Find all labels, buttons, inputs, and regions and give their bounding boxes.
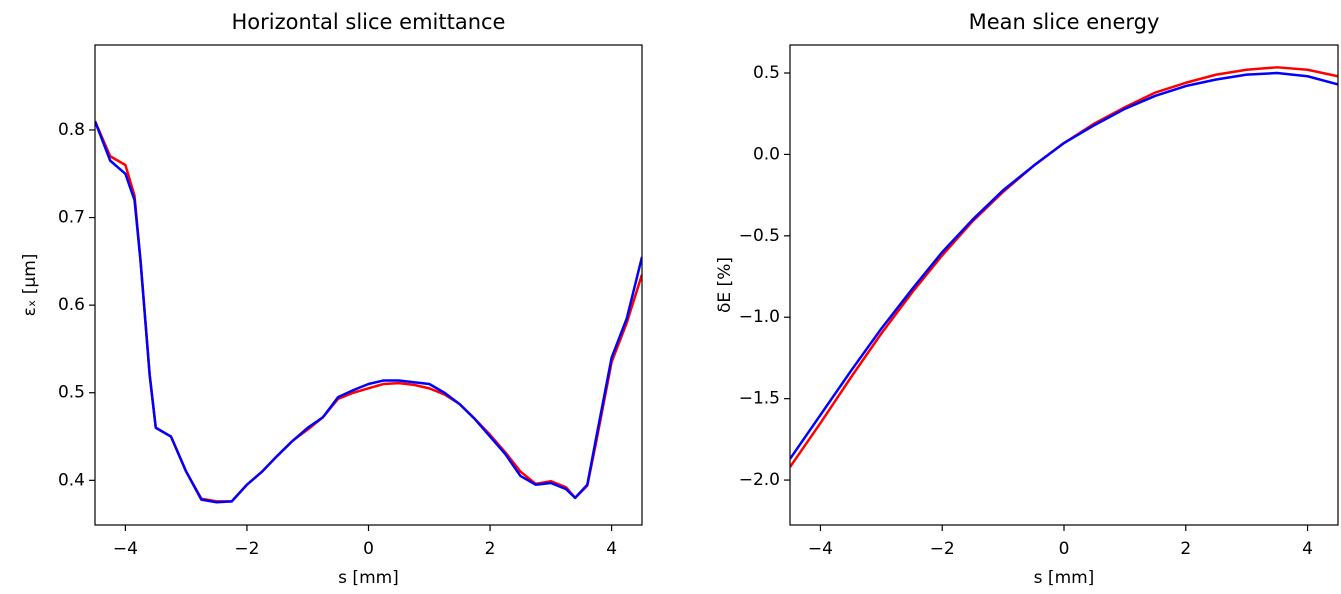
y-tick-label: 0.7 <box>58 208 85 228</box>
x-tick-label: 0 <box>1059 539 1070 559</box>
y-tick-label: 0.4 <box>58 470 85 490</box>
y-tick-label: −1.0 <box>739 307 780 327</box>
x-tick-label: −2 <box>930 539 955 559</box>
x-axis-label: s [mm] <box>1034 568 1095 588</box>
x-tick-label: −4 <box>113 539 138 559</box>
x-tick-label: 2 <box>1180 539 1191 559</box>
y-tick-label: −2.0 <box>739 470 780 490</box>
x-tick-label: 4 <box>606 539 617 559</box>
chart-title: Mean slice energy <box>969 10 1160 34</box>
x-tick-label: −2 <box>234 539 259 559</box>
y-axis-label: εₓ [μm] <box>20 254 40 317</box>
y-tick-label: 0.8 <box>58 120 85 140</box>
plot-frame <box>94 44 643 526</box>
plot-frame <box>789 44 1339 526</box>
x-tick-label: 2 <box>485 539 496 559</box>
data-line <box>790 66 1338 468</box>
y-axis-label: δE [%] <box>715 257 735 313</box>
chart-title: Horizontal slice emittance <box>232 10 506 34</box>
y-tick-label: 0.6 <box>58 295 85 315</box>
y-tick-label: 0.0 <box>753 144 780 164</box>
y-tick-label: −1.5 <box>739 389 780 409</box>
data-line <box>95 120 642 504</box>
x-tick-label: 4 <box>1302 539 1313 559</box>
y-tick-label: 0.5 <box>58 383 85 403</box>
x-tick-label: 0 <box>363 539 374 559</box>
x-tick-label: −4 <box>808 539 833 559</box>
y-tick-label: 0.5 <box>753 63 780 83</box>
x-axis-label: s [mm] <box>338 568 399 588</box>
data-line <box>790 71 1338 460</box>
data-line <box>95 120 642 503</box>
y-tick-label: −0.5 <box>739 226 780 246</box>
